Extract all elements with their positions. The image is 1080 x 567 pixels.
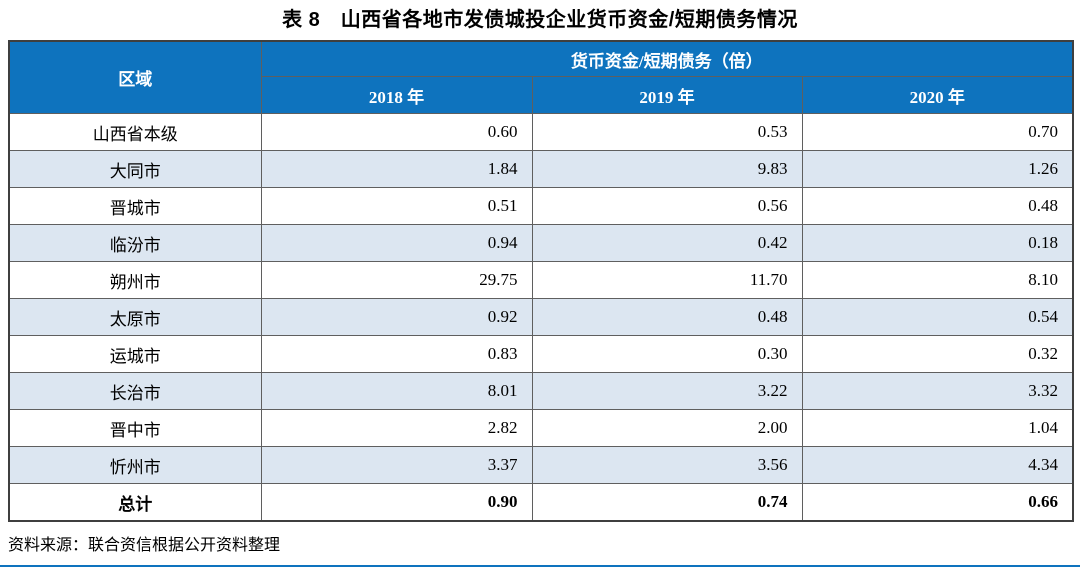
table-body: 山西省本级 0.60 0.53 0.70 大同市 1.84 9.83 1.26 …: [8, 113, 1074, 522]
value-2019: 11.70: [531, 261, 803, 299]
region-name: 大同市: [8, 150, 262, 188]
value-2020: 0.18: [801, 224, 1074, 262]
table-row: 朔州市 29.75 11.70 8.10: [8, 261, 1074, 299]
value-2018: 0.51: [260, 187, 533, 225]
total-2020: 0.66: [801, 483, 1074, 522]
table-row: 忻州市 3.37 3.56 4.34: [8, 446, 1074, 484]
table-row: 运城市 0.83 0.30 0.32: [8, 335, 1074, 373]
value-2019: 0.30: [531, 335, 803, 373]
value-2019: 9.83: [531, 150, 803, 188]
table-row-total: 总计 0.90 0.74 0.66: [8, 483, 1074, 522]
year-header-2020: 2020 年: [801, 76, 1074, 114]
total-2019: 0.74: [531, 483, 803, 522]
value-2018: 2.82: [260, 409, 533, 447]
table-row: 晋中市 2.82 2.00 1.04: [8, 409, 1074, 447]
header-row-group: 区域 货币资金/短期债务（倍）: [8, 40, 1074, 114]
value-2018: 29.75: [260, 261, 533, 299]
table-row: 长治市 8.01 3.22 3.32: [8, 372, 1074, 410]
value-2019: 0.48: [531, 298, 803, 336]
region-name: 忻州市: [8, 446, 262, 484]
region-name: 晋中市: [8, 409, 262, 447]
value-2020: 0.54: [801, 298, 1074, 336]
value-2018: 0.83: [260, 335, 533, 373]
region-column-header: 区域: [8, 40, 262, 114]
region-name: 运城市: [8, 335, 262, 373]
region-name: 山西省本级: [8, 113, 262, 151]
value-2020: 0.70: [801, 113, 1074, 151]
table-title: 表 8 山西省各地市发债城投企业货币资金/短期债务情况: [282, 9, 798, 31]
value-2020: 8.10: [801, 261, 1074, 299]
total-2018: 0.90: [260, 483, 533, 522]
region-name: 临汾市: [8, 224, 262, 262]
value-2020: 0.48: [801, 187, 1074, 225]
value-2019: 2.00: [531, 409, 803, 447]
value-2019: 0.56: [531, 187, 803, 225]
value-2020: 1.04: [801, 409, 1074, 447]
money-vs-short-debt-table: 区域 货币资金/短期债务（倍） 2018 年 2019 年 2020 年 山西省…: [8, 40, 1075, 522]
value-2020: 4.34: [801, 446, 1074, 484]
value-2018: 0.94: [260, 224, 533, 262]
table-row: 山西省本级 0.60 0.53 0.70: [8, 113, 1074, 151]
table-row: 大同市 1.84 9.83 1.26: [8, 150, 1074, 188]
table-header: 区域 货币资金/短期债务（倍） 2018 年 2019 年 2020 年: [8, 40, 1074, 114]
region-name: 朔州市: [8, 261, 262, 299]
value-2018: 3.37: [260, 446, 533, 484]
value-2020: 3.32: [801, 372, 1074, 410]
data-source-note: 资料来源：联合资信根据公开资料整理: [8, 537, 281, 554]
value-2018: 0.92: [260, 298, 533, 336]
value-2019: 3.56: [531, 446, 803, 484]
bottom-accent-rule: [0, 565, 1080, 567]
value-2018: 8.01: [260, 372, 533, 410]
table-row: 临汾市 0.94 0.42 0.18: [8, 224, 1074, 262]
year-header-2018: 2018 年: [260, 76, 533, 114]
region-name: 太原市: [8, 298, 262, 336]
group-column-header: 货币资金/短期债务（倍）: [260, 40, 1074, 78]
value-2019: 3.22: [531, 372, 803, 410]
table-row: 晋城市 0.51 0.56 0.48: [8, 187, 1074, 225]
value-2019: 0.53: [531, 113, 803, 151]
value-2019: 0.42: [531, 224, 803, 262]
region-name: 晋城市: [8, 187, 262, 225]
value-2020: 0.32: [801, 335, 1074, 373]
header-row-years: 2018 年 2019 年 2020 年: [9, 76, 1074, 114]
value-2018: 0.60: [260, 113, 533, 151]
year-header-2019: 2019 年: [531, 76, 803, 114]
value-2018: 1.84: [260, 150, 533, 188]
total-label: 总计: [8, 483, 262, 522]
region-name: 长治市: [8, 372, 262, 410]
table-row: 太原市 0.92 0.48 0.54: [8, 298, 1074, 336]
value-2020: 1.26: [801, 150, 1074, 188]
